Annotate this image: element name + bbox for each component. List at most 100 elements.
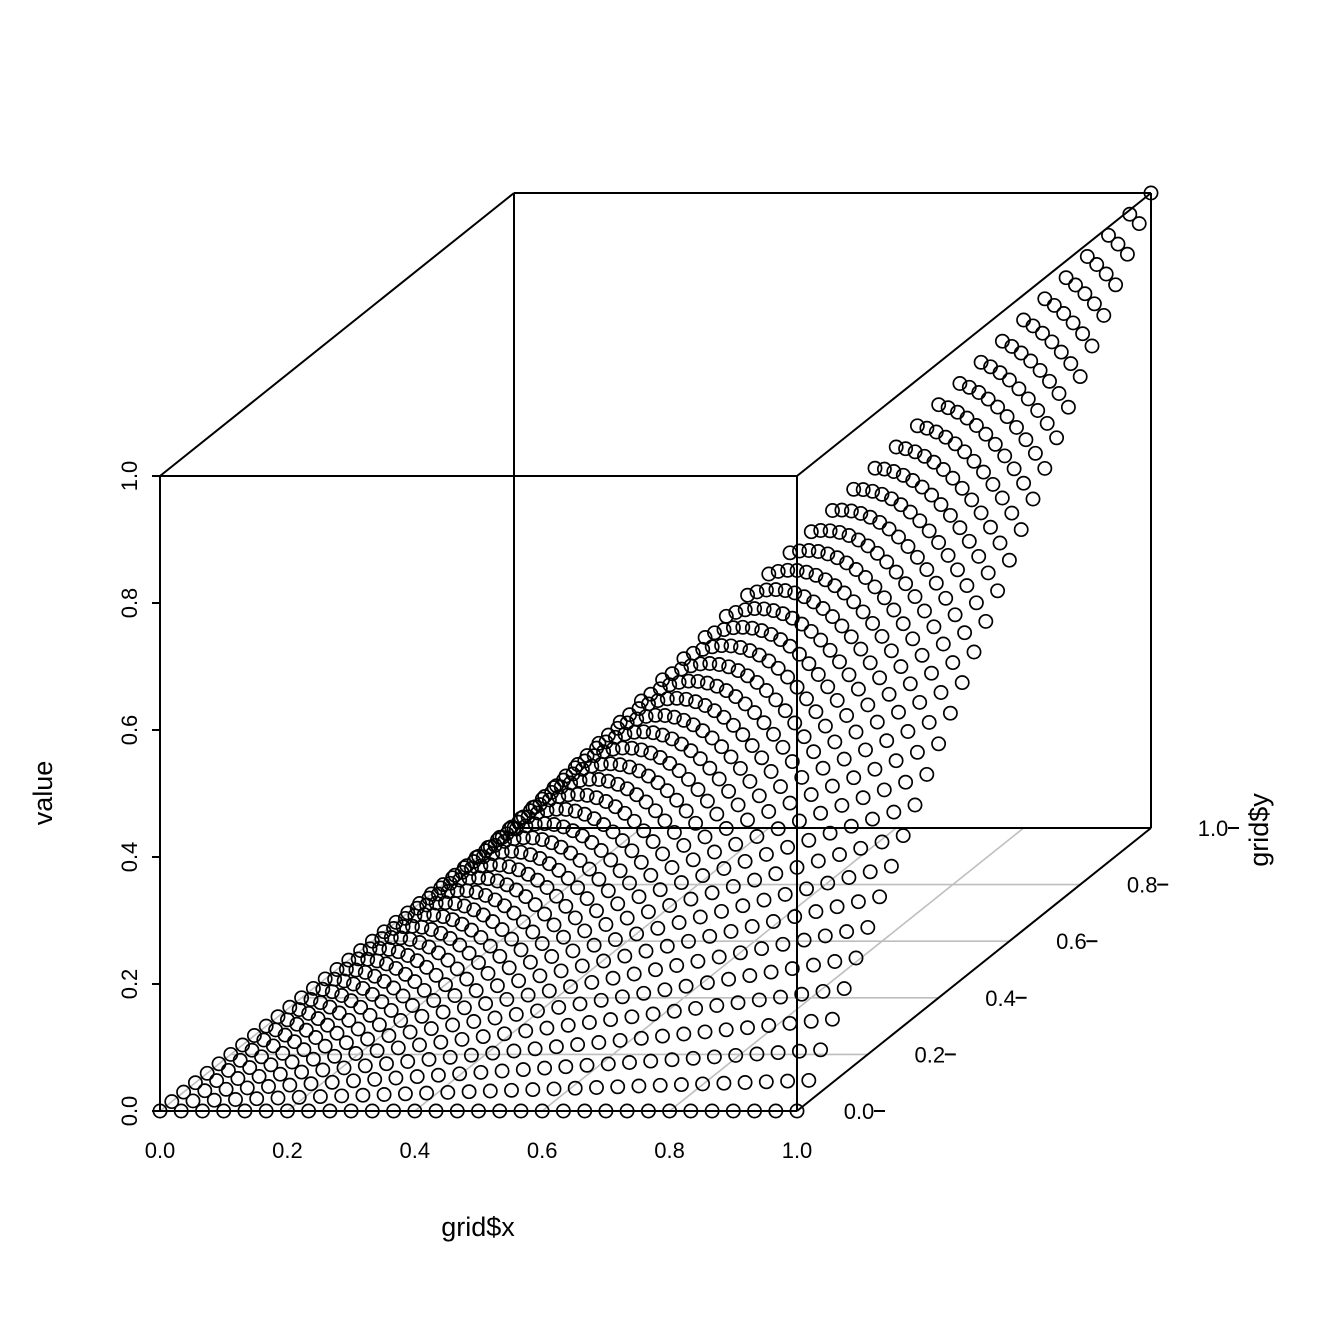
data-point [1025,318,1041,334]
data-point [638,943,654,959]
data-point [959,410,975,426]
data-point [914,647,930,663]
data-point [610,1079,626,1095]
data-point [690,953,706,969]
data-point [645,834,661,850]
data-point [902,676,918,692]
data-point [768,582,784,598]
data-point [761,804,777,819]
data-point [671,915,687,931]
data-point [615,833,630,849]
data-point [895,828,911,844]
data-point [853,840,869,856]
data-point [763,764,779,779]
data-point [723,749,739,765]
data-point [548,1039,564,1055]
data-point [574,761,590,777]
data-point [464,860,479,876]
data-point [390,1040,406,1056]
data-point [249,1091,265,1107]
data-point [822,523,838,539]
data-point [341,1012,357,1028]
data-point [1035,325,1050,341]
data-point [1030,403,1046,418]
data-point [482,1083,498,1099]
data-point [808,704,824,720]
data-point [579,1057,595,1073]
data-point [537,906,553,922]
data-point [822,825,838,841]
data-point [534,1103,550,1119]
data-point [336,973,352,989]
data-point [294,990,310,1006]
data-point [728,604,744,620]
data-point [400,1054,416,1069]
data-point [414,919,430,935]
data-point [707,625,722,641]
data-point [990,583,1006,599]
data-point [735,619,751,635]
data-point [666,1003,682,1019]
data-point [957,444,973,460]
data-point [1053,344,1069,360]
data-point [775,936,791,952]
data-point [522,954,538,970]
data-point [827,954,843,969]
data-point [395,919,411,935]
data-point [379,956,394,972]
data-point [912,694,928,710]
data-point [688,694,704,710]
data-point [740,1020,755,1036]
data-point [584,974,600,990]
data-point [612,863,628,879]
data-point [754,941,770,957]
data-point [716,1075,732,1091]
data-point [803,787,819,803]
data-point [593,992,609,1008]
data-point [799,881,814,897]
data-point [468,983,484,999]
data-point [782,545,798,561]
data-point [872,670,888,686]
data-point [1004,505,1020,521]
data-point [768,866,784,882]
data-point [254,1049,269,1065]
data-point [732,760,748,776]
data-point [294,1064,310,1080]
data-point [773,989,788,1005]
data-point [815,983,831,999]
data-point [532,968,548,984]
data-point [390,944,406,960]
data-point [796,729,812,745]
data-point [829,692,845,708]
data-point [791,813,807,829]
data-point [565,943,581,959]
data-point [704,885,720,901]
data-point [924,487,940,503]
data-point [933,685,949,700]
data-point [513,844,529,860]
data-point [591,772,607,787]
data-point [940,547,956,563]
data-point [678,803,694,819]
data-point [355,1087,371,1103]
data-point [523,847,538,863]
data-points [152,185,1159,1119]
data-point [820,875,836,891]
data-point [699,675,715,691]
data-point [782,1015,798,1031]
data-point [692,656,708,672]
data-point [237,1103,253,1119]
data-point [511,862,527,878]
grid-line-x [669,827,1025,1112]
data-point [341,952,357,968]
data-point [966,453,982,469]
data-point [346,976,361,992]
data-point [336,1060,352,1076]
data-point [1119,246,1135,262]
data-point [869,714,885,730]
data-point [839,924,855,940]
data-point [445,912,461,928]
data-point [381,1028,397,1044]
data-point [447,896,463,912]
